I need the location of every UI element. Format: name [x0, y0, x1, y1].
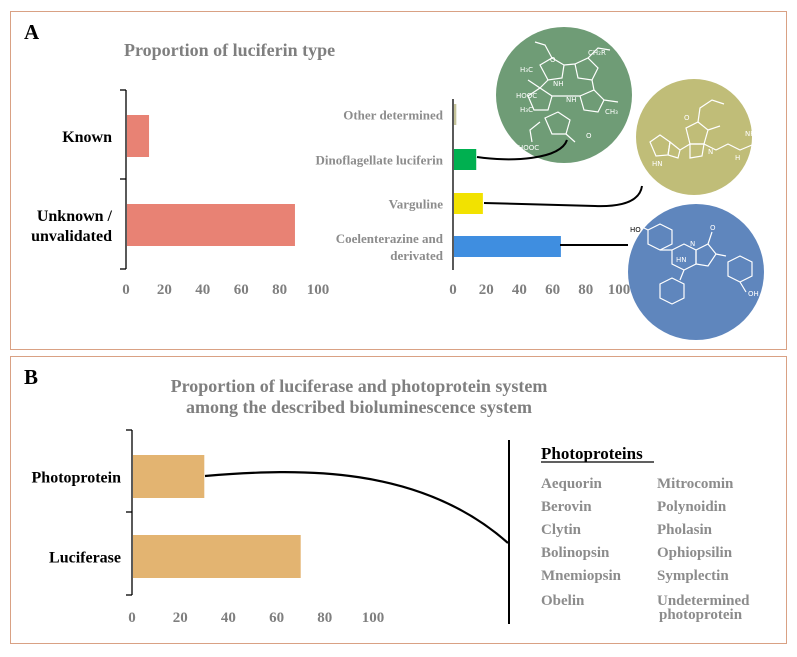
svg-text:OH: OH [748, 290, 759, 298]
x-tick-label: 20 [173, 610, 188, 626]
photoprotein-item: Bolinopsin [541, 545, 610, 561]
svg-text:NH: NH [745, 130, 756, 138]
svg-text:CH₃: CH₃ [605, 108, 618, 116]
svg-text:HN: HN [652, 160, 663, 168]
chart-luciferase-photoprotein: Photoprotein Luciferase 0 20 40 60 80 10… [32, 429, 385, 626]
chart-known-unknown: Known Unknown / unvalidated 0 20 40 60 8… [31, 89, 330, 298]
category-label-known: Known [62, 129, 112, 146]
photoprotein-item: Polynoidin [657, 499, 727, 515]
svg-text:HOOC: HOOC [518, 144, 539, 152]
category-label-coelenterazine-line1: Coelenterazine and [336, 231, 444, 246]
category-label-varguline: Varguline [389, 197, 444, 212]
x-tick-label: 20 [479, 282, 494, 298]
svg-text:NH₂: NH₂ [760, 146, 774, 154]
x-tick-label: 100 [307, 282, 330, 298]
svg-text:O: O [684, 114, 690, 122]
photoprotein-item: Clytin [541, 522, 582, 538]
x-tick-label: 20 [157, 282, 172, 298]
svg-text:H: H [735, 154, 740, 162]
bar-other-determined [454, 104, 457, 125]
photoprotein-item: Pholasin [657, 522, 713, 538]
x-tick-label: 100 [362, 610, 385, 626]
svg-text:O: O [550, 56, 556, 64]
x-tick-label: 40 [195, 282, 210, 298]
svg-text:HO: HO [630, 226, 641, 234]
photoprotein-item: Mnemiopsin [541, 568, 622, 584]
category-label-luciferase: Luciferase [49, 550, 121, 567]
connector-dinoflagellate-to-bilin [476, 139, 568, 161]
photoprotein-item: Mitrocomin [657, 476, 734, 492]
bar-known [127, 115, 150, 157]
category-label-coelenterazine-line2: derivated [390, 248, 443, 263]
vargulin-icon: O HN N NH NH₂ H [636, 79, 774, 195]
svg-text:N: N [708, 148, 713, 156]
svg-text:CH₂R: CH₂R [588, 49, 606, 57]
coelenterazine-icon: HO O N HN OH [628, 204, 764, 340]
photoprotein-item: Obelin [541, 593, 585, 609]
category-label-unknown-line1: Unknown / [37, 208, 113, 225]
svg-text:N: N [690, 240, 695, 248]
photoprotein-item: Berovin [541, 499, 592, 515]
svg-text:O: O [710, 224, 716, 232]
x-tick-label: 0 [122, 282, 130, 298]
photoproteins-heading: Photoproteins [541, 444, 643, 463]
bar-dinoflagellate-luciferin [454, 149, 477, 170]
svg-text:HOOC: HOOC [516, 92, 537, 100]
svg-text:H₃C: H₃C [520, 66, 533, 74]
category-label-unknown-line2: unvalidated [31, 228, 112, 245]
x-tick-label: 100 [608, 282, 631, 298]
bar-coelenterazine [454, 236, 561, 257]
panel-b [10, 356, 787, 644]
category-label-photoprotein: Photoprotein [32, 470, 122, 487]
chart-luciferin-types: Other determined Dinoflagellate luciferi… [316, 99, 631, 298]
x-tick-label: 80 [578, 282, 593, 298]
x-tick-label: 80 [317, 610, 332, 626]
panel-b-letter: B [24, 365, 39, 389]
photoprotein-item: Ophiopsilin [657, 545, 733, 561]
photoprotein-item: photoprotein [659, 607, 743, 623]
chart-a-title: Proportion of luciferin type [124, 40, 335, 60]
photoprotein-item: Undetermined [657, 593, 750, 609]
category-label-dinoflagellate: Dinoflagellate luciferin [316, 153, 444, 168]
svg-text:H₃C: H₃C [520, 106, 533, 114]
x-tick-label: 80 [272, 282, 287, 298]
photoproteins-list: Aequorin Berovin Clytin Bolinopsin Mnemi… [541, 476, 750, 623]
x-tick-label: 0 [128, 610, 136, 626]
bar-photoprotein [133, 455, 205, 498]
panel-a-letter: A [24, 20, 40, 44]
bar-varguline [454, 193, 483, 214]
photoprotein-item: Symplectin [657, 568, 729, 584]
x-tick-label: 60 [269, 610, 284, 626]
x-tick-label: 0 [449, 282, 457, 298]
photoprotein-item: Aequorin [541, 476, 603, 492]
x-tick-label: 60 [234, 282, 249, 298]
svg-text:O: O [586, 132, 592, 140]
svg-text:NH: NH [566, 96, 577, 104]
category-label-other-determined: Other determined [343, 108, 444, 123]
svg-text:NH: NH [553, 80, 564, 88]
connector-photoprotein-to-list [204, 471, 509, 544]
x-tick-label: 40 [221, 610, 236, 626]
svg-text:HN: HN [676, 256, 687, 264]
bar-luciferase [133, 535, 301, 578]
bilin-tetrapyrrole-icon: CH₂R H₃C NH HOOC NH CH₃ H₃C HOOC O O [496, 27, 632, 163]
x-tick-label: 60 [545, 282, 560, 298]
connector-varguline-to-vargulin [483, 185, 643, 208]
x-tick-label: 40 [512, 282, 527, 298]
chart-b-title-line1: Proportion of luciferase and photoprotei… [171, 376, 548, 396]
chart-b-title-line2: among the described bioluminescence syst… [186, 397, 532, 417]
bar-unknown-unvalidated [127, 204, 295, 246]
